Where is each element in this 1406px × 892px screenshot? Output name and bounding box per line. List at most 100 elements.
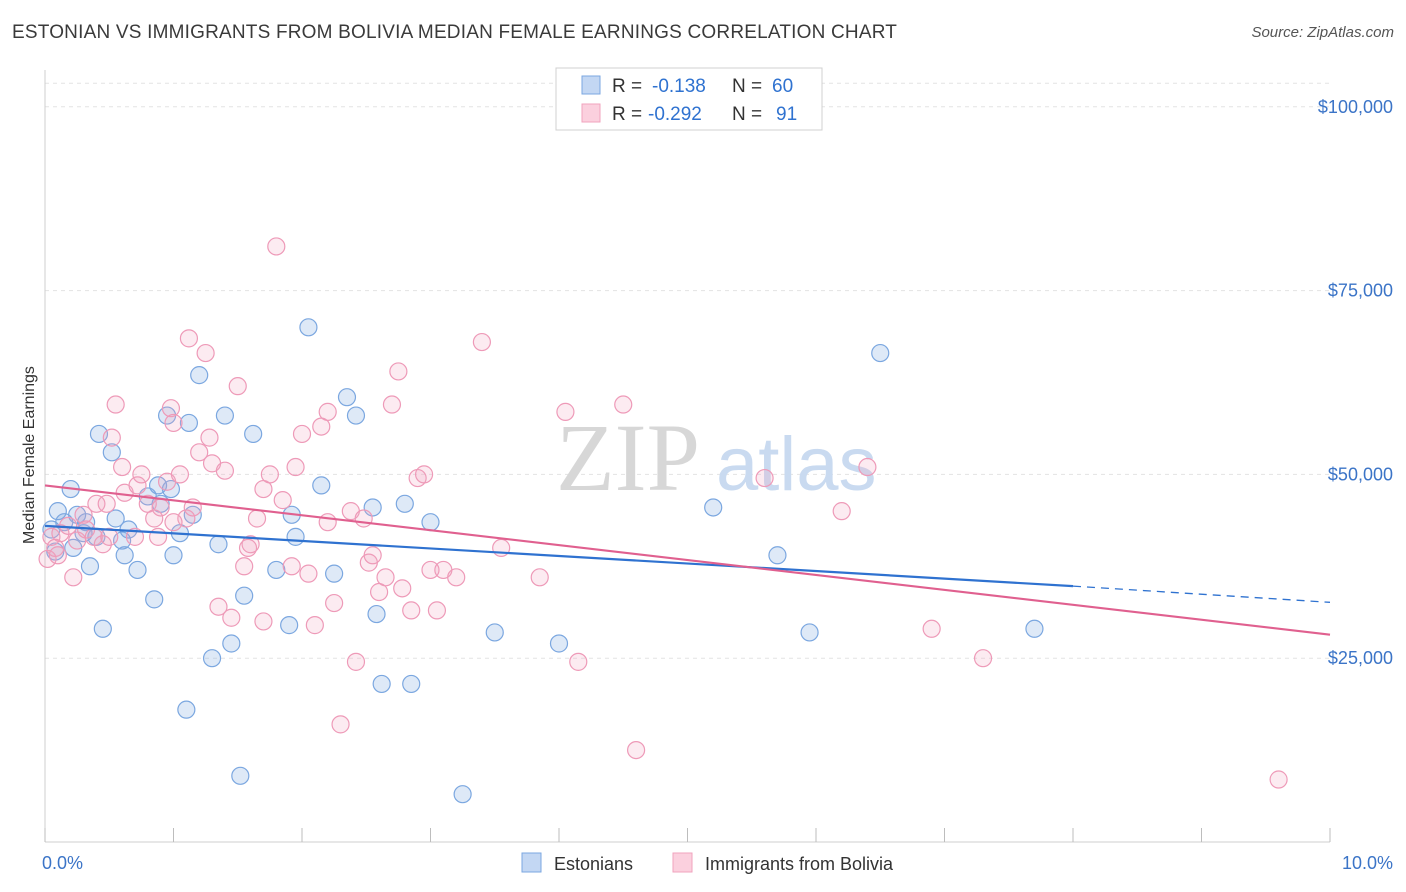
bolivia-point (260, 465, 279, 484)
bolivia-point (215, 461, 234, 480)
bolivia-point (164, 513, 183, 532)
bolivia-point (292, 424, 312, 444)
bolivia-point (389, 362, 408, 381)
estonians-point (244, 424, 263, 444)
bolivia-point (196, 343, 215, 363)
bolivia-point (145, 509, 164, 528)
estonians-point (215, 406, 234, 425)
bolivia-points (38, 237, 1288, 789)
y-tick-label: $50,000 (1328, 464, 1393, 484)
estonians-point (128, 560, 147, 580)
bolivia-trend-line (44, 484, 1331, 636)
bolivia-point (179, 329, 199, 348)
bolivia-point (354, 509, 373, 528)
estonians-point (1025, 619, 1044, 638)
estonians-point (346, 406, 366, 425)
estonians-point (325, 564, 344, 583)
y-axis-label: Median Female Earnings (21, 366, 38, 544)
bolivia-point (832, 502, 851, 521)
estonians-point (367, 604, 386, 624)
bolivia-point (164, 413, 183, 433)
bolivia-point (235, 557, 254, 576)
watermark-zip: ZIP (556, 404, 700, 511)
bolivia-point (1269, 770, 1288, 789)
estonians-point (48, 502, 67, 521)
bolivia-point (267, 237, 286, 256)
correlation-legend: R = -0.138 N = 60 R = -0.292 N = 91 (555, 67, 823, 131)
bolivia-point (51, 524, 70, 543)
bolivia-point (363, 546, 382, 565)
estonians-point (800, 623, 819, 642)
estonians-point (871, 343, 890, 363)
bottom-swatch-estonians (521, 852, 542, 873)
bolivia-point (569, 652, 588, 671)
bolivia-point (447, 568, 466, 587)
bottom-legend-estonians: Estonians (554, 854, 633, 874)
bolivia-point (427, 601, 447, 620)
bolivia-point (325, 593, 344, 613)
bolivia-point (254, 612, 273, 631)
estonians-point (768, 546, 787, 565)
bolivia-point (106, 395, 125, 414)
bolivia-point (556, 402, 575, 421)
bolivia-point (64, 568, 83, 587)
estonians-point (231, 766, 250, 785)
legend-r-value-1: -0.138 (652, 76, 706, 97)
bolivia-point (318, 402, 337, 421)
bolivia-point (190, 443, 209, 462)
bolivia-point (299, 564, 318, 583)
bolivia-point (148, 527, 168, 546)
estonians-point (421, 513, 440, 532)
bolivia-point (200, 428, 219, 447)
bolivia-point (100, 527, 119, 546)
bolivia-point (209, 597, 228, 616)
bolivia-point (858, 457, 877, 477)
estonians-point (202, 649, 222, 668)
trend-lines (44, 484, 1331, 636)
watermark: ZIP atlas (556, 404, 877, 511)
bolivia-point (402, 601, 421, 620)
bolivia-point (170, 465, 190, 484)
bolivia-point (87, 494, 106, 513)
estonians-point (222, 634, 241, 653)
bolivia-point (331, 715, 350, 734)
y-tick-label: $75,000 (1328, 281, 1393, 301)
bolivia-point (238, 538, 258, 558)
bolivia-point (97, 494, 116, 513)
x-tick-label: 0.0% (42, 853, 83, 873)
bolivia-point (626, 740, 646, 760)
legend-n-value-1: 60 (772, 76, 793, 97)
legend-r-label-2: R = (612, 104, 642, 125)
bolivia-point (161, 399, 181, 418)
estonians-point (179, 413, 199, 433)
bolivia-point (973, 649, 993, 668)
legend-n-value-2: 91 (776, 104, 797, 125)
bolivia-point (128, 476, 147, 495)
axes (44, 70, 1331, 843)
estonians-point (395, 494, 414, 513)
estonians-point (164, 546, 183, 565)
series-legend: Estonians Immigrants from Bolivia (521, 852, 894, 874)
source-credit: Source: ZipAtlas.com (1251, 24, 1394, 41)
estonians-point (106, 509, 125, 528)
estonians-point (102, 443, 121, 462)
legend-r-value-2: -0.292 (648, 104, 702, 125)
bolivia-point (421, 560, 440, 580)
bolivia-point (151, 498, 170, 517)
estonians-point (549, 634, 569, 653)
chart-title: ESTONIAN VS IMMIGRANTS FROM BOLIVIA MEDI… (12, 22, 898, 43)
bolivia-point (132, 465, 151, 484)
bolivia-point (125, 527, 145, 546)
estonians-point (402, 674, 421, 694)
estonians-point (299, 318, 318, 337)
estonians-trend-line (44, 524, 1074, 588)
bolivia-point (755, 468, 774, 488)
estonians-point (235, 586, 254, 605)
estonians-point (80, 557, 100, 576)
estonians-point (267, 560, 286, 580)
bolivia-point (228, 377, 247, 396)
estonians-point (337, 388, 357, 407)
estonians-point (485, 623, 504, 642)
legend-swatch-estonians (581, 75, 601, 95)
